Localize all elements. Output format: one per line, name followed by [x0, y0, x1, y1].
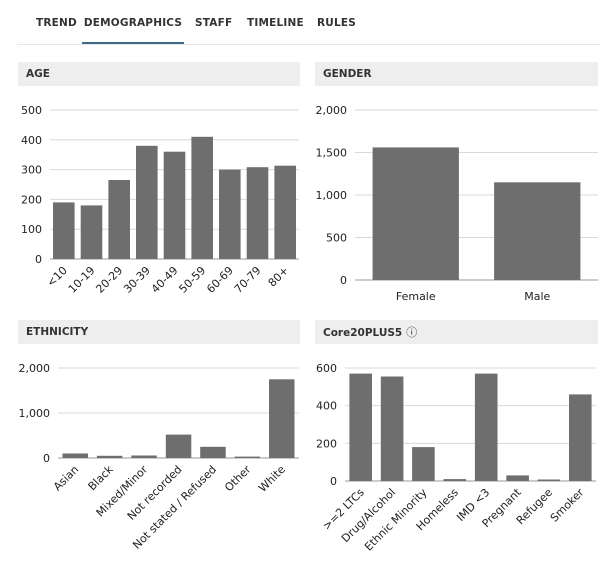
ethnicity-chart-title: ETHNICITY: [26, 326, 89, 338]
tab-staff[interactable]: STAFF: [195, 17, 233, 29]
core20-ytick-label: 0: [330, 475, 337, 488]
tab-timeline[interactable]: TIMELINE: [247, 17, 304, 29]
core20-panel-header: Core20PLUS5 ⓘ: [315, 320, 598, 344]
age-bar-50-59[interactable]: [191, 136, 213, 259]
age-chart-title: AGE: [26, 68, 50, 80]
ethnicity-bar-black[interactable]: [96, 455, 123, 459]
gender-bar-male[interactable]: [494, 182, 581, 281]
gender-panel: GENDER: [315, 62, 598, 310]
ethnicity-ytick-label: 2,000: [19, 362, 51, 375]
tab-trend[interactable]: TREND: [36, 17, 77, 29]
core20-ytick-label: 600: [316, 362, 337, 375]
age-bar-10[interactable]: [53, 202, 75, 259]
age-bar-40-49[interactable]: [163, 151, 186, 259]
gender-ytick-label: 1,500: [316, 147, 348, 160]
gender-xtick-label: Male: [524, 290, 550, 303]
ethnicity-bar-other[interactable]: [234, 456, 261, 458]
tab-demographics[interactable]: DEMOGRAPHICS: [82, 0, 184, 44]
ethnicity-panel: ETHNICITY: [18, 320, 300, 570]
age-ytick-label: 200: [21, 193, 42, 206]
core20-xtick-label: Smoker: [548, 486, 587, 525]
gender-ytick-label: 1,000: [316, 189, 348, 202]
age-bar-10-19[interactable]: [80, 205, 103, 259]
core20-bar-drug-alcohol[interactable]: [380, 376, 404, 482]
core20-bar-refugee[interactable]: [537, 479, 561, 482]
core20-chart-title: Core20PLUS5 ⓘ: [323, 320, 417, 346]
core20-bar-2-ltcs[interactable]: [349, 373, 372, 481]
age-bar-60-69[interactable]: [219, 169, 241, 259]
core20-bar-ethnic-minority[interactable]: [412, 447, 435, 481]
age-bar-20-29[interactable]: [108, 180, 130, 259]
ethnicity-panel-header: ETHNICITY: [18, 320, 300, 344]
ethnicity-bar-white[interactable]: [269, 379, 295, 459]
core20-ytick-label: 400: [316, 400, 337, 413]
core20-title-text: Core20PLUS5: [323, 327, 403, 339]
gender-ytick-label: 500: [326, 232, 347, 245]
ethnicity-bar-asian[interactable]: [62, 453, 89, 459]
age-ytick-label: 400: [21, 134, 42, 147]
age-panel: AGE: [18, 62, 300, 310]
gender-ytick-label: 0: [340, 274, 347, 287]
age-ytick-label: 500: [21, 104, 42, 117]
age-ytick-label: 100: [21, 223, 42, 236]
gender-panel-header: GENDER: [315, 62, 598, 86]
age-panel-header: AGE: [18, 62, 300, 86]
core20-bar-pregnant[interactable]: [506, 475, 529, 481]
tab-bar: TREND DEMOGRAPHICS STAFF TIMELINE RULES: [17, 0, 600, 45]
core20-bar-smoker[interactable]: [569, 394, 592, 481]
age-ytick-label: 0: [35, 253, 42, 266]
gender-xtick-label: Female: [396, 290, 436, 303]
ethnicity-bar-mixed-minor[interactable]: [131, 455, 157, 459]
age-ytick-label: 300: [21, 164, 42, 177]
gender-ytick-label: 2,000: [316, 104, 348, 117]
ethnicity-bar-not-stated-refused[interactable]: [200, 446, 226, 459]
ethnicity-ytick-label: 1,000: [19, 407, 51, 420]
core20-bar-homeless[interactable]: [443, 479, 467, 481]
ethnicity-bar-not-recorded[interactable]: [165, 434, 192, 458]
core20-bar-imd-3[interactable]: [474, 373, 498, 481]
info-icon[interactable]: ⓘ: [406, 326, 418, 339]
gender-chart-title: GENDER: [323, 68, 372, 80]
tab-rules[interactable]: RULES: [317, 17, 357, 29]
core20-panel: Core20PLUS5 ⓘ: [315, 320, 598, 570]
ethnicity-ytick-label: 0: [43, 452, 50, 465]
age-bar-30-39[interactable]: [136, 145, 158, 259]
age-bar-80[interactable]: [274, 165, 296, 259]
age-bar-70-79[interactable]: [246, 167, 269, 259]
gender-bar-female[interactable]: [372, 147, 459, 280]
core20-ytick-label: 200: [316, 437, 337, 450]
